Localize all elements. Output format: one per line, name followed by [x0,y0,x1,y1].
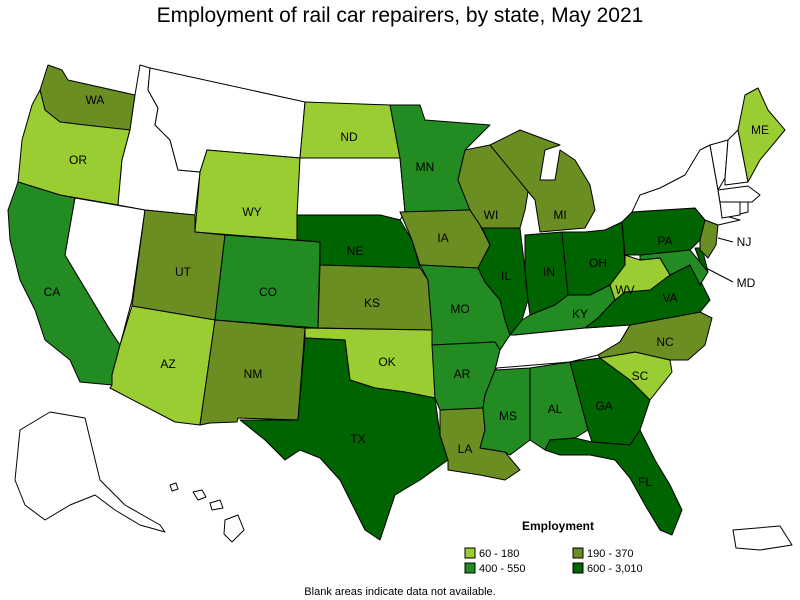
label-nd: ND [340,130,358,144]
label-ks: KS [364,296,380,310]
state-il[interactable] [477,227,529,336]
state-labels: WA OR CA WY UT AZ CO NM ND NE KS OK TX M… [44,93,769,489]
state-me[interactable] [737,87,786,183]
label-pa: PA [657,234,672,248]
state-ct[interactable] [719,201,741,219]
state-sd[interactable] [296,157,406,221]
label-az: AZ [160,357,175,371]
legend-label-4: 600 - 3,010 [587,563,643,575]
state-ms[interactable] [479,367,531,456]
label-wv: WV [615,283,634,297]
label-tx: TX [350,432,365,446]
legend-label-1: 60 - 180 [479,548,519,560]
label-la: LA [458,442,473,456]
label-or: OR [69,153,87,167]
label-ga: GA [595,399,612,413]
state-ri[interactable] [739,201,749,215]
label-fl: FL [638,475,652,489]
nj-leader-line [717,237,734,243]
label-al: AL [548,402,563,416]
label-co: CO [259,285,277,299]
state-md[interactable] [639,249,709,286]
label-ne: NE [347,244,364,258]
label-ut: UT [175,265,192,279]
label-nc: NC [656,335,674,349]
footnote: Blank areas indicate data not available. [304,586,495,598]
state-pr[interactable] [732,525,793,551]
label-sc: SC [632,369,649,383]
label-ia: IA [437,231,448,245]
state-nh[interactable] [724,129,749,186]
legend-title: Employment [522,519,594,533]
label-nm: NM [244,367,263,381]
legend-swatch-4 [572,562,584,574]
legend-label-2: 190 - 370 [587,548,633,560]
label-ok: OK [378,355,395,369]
state-wy[interactable] [194,149,301,241]
state-co[interactable] [214,234,321,329]
label-wa: WA [86,93,105,107]
label-ms: MS [499,409,517,423]
state-mi[interactable] [489,129,596,233]
map-title: Employment of rail car repairers, by sta… [157,4,644,27]
legend-swatch-3 [464,562,476,574]
legend: Employment 60 - 180 190 - 370 400 - 550 … [464,519,643,575]
label-ca: CA [44,285,61,299]
label-ar: AR [454,367,471,381]
label-oh: OH [589,256,607,270]
states-layer [7,64,793,551]
state-hi[interactable] [169,482,245,543]
label-wy: WY [242,205,261,219]
label-mo: MO [450,302,469,316]
state-nc[interactable] [597,311,713,361]
state-fl[interactable] [544,429,683,536]
label-in: IN [543,265,555,279]
state-ma[interactable] [717,185,761,203]
label-nj: NJ [737,235,752,249]
label-mi: MI [553,208,566,222]
legend-swatch-1 [464,547,476,559]
legend-label-3: 400 - 550 [479,563,525,575]
label-va: VA [662,291,677,305]
md-leader-line [705,267,734,283]
label-wi: WI [484,208,499,222]
label-il: IL [501,269,511,283]
label-me: ME [751,123,769,137]
label-ky: KY [572,307,588,321]
legend-swatch-2 [572,547,584,559]
state-tx[interactable] [239,337,449,541]
label-mn: MN [416,160,435,174]
state-nm[interactable] [199,319,306,426]
state-ak[interactable] [14,411,166,533]
label-md: MD [737,276,756,290]
